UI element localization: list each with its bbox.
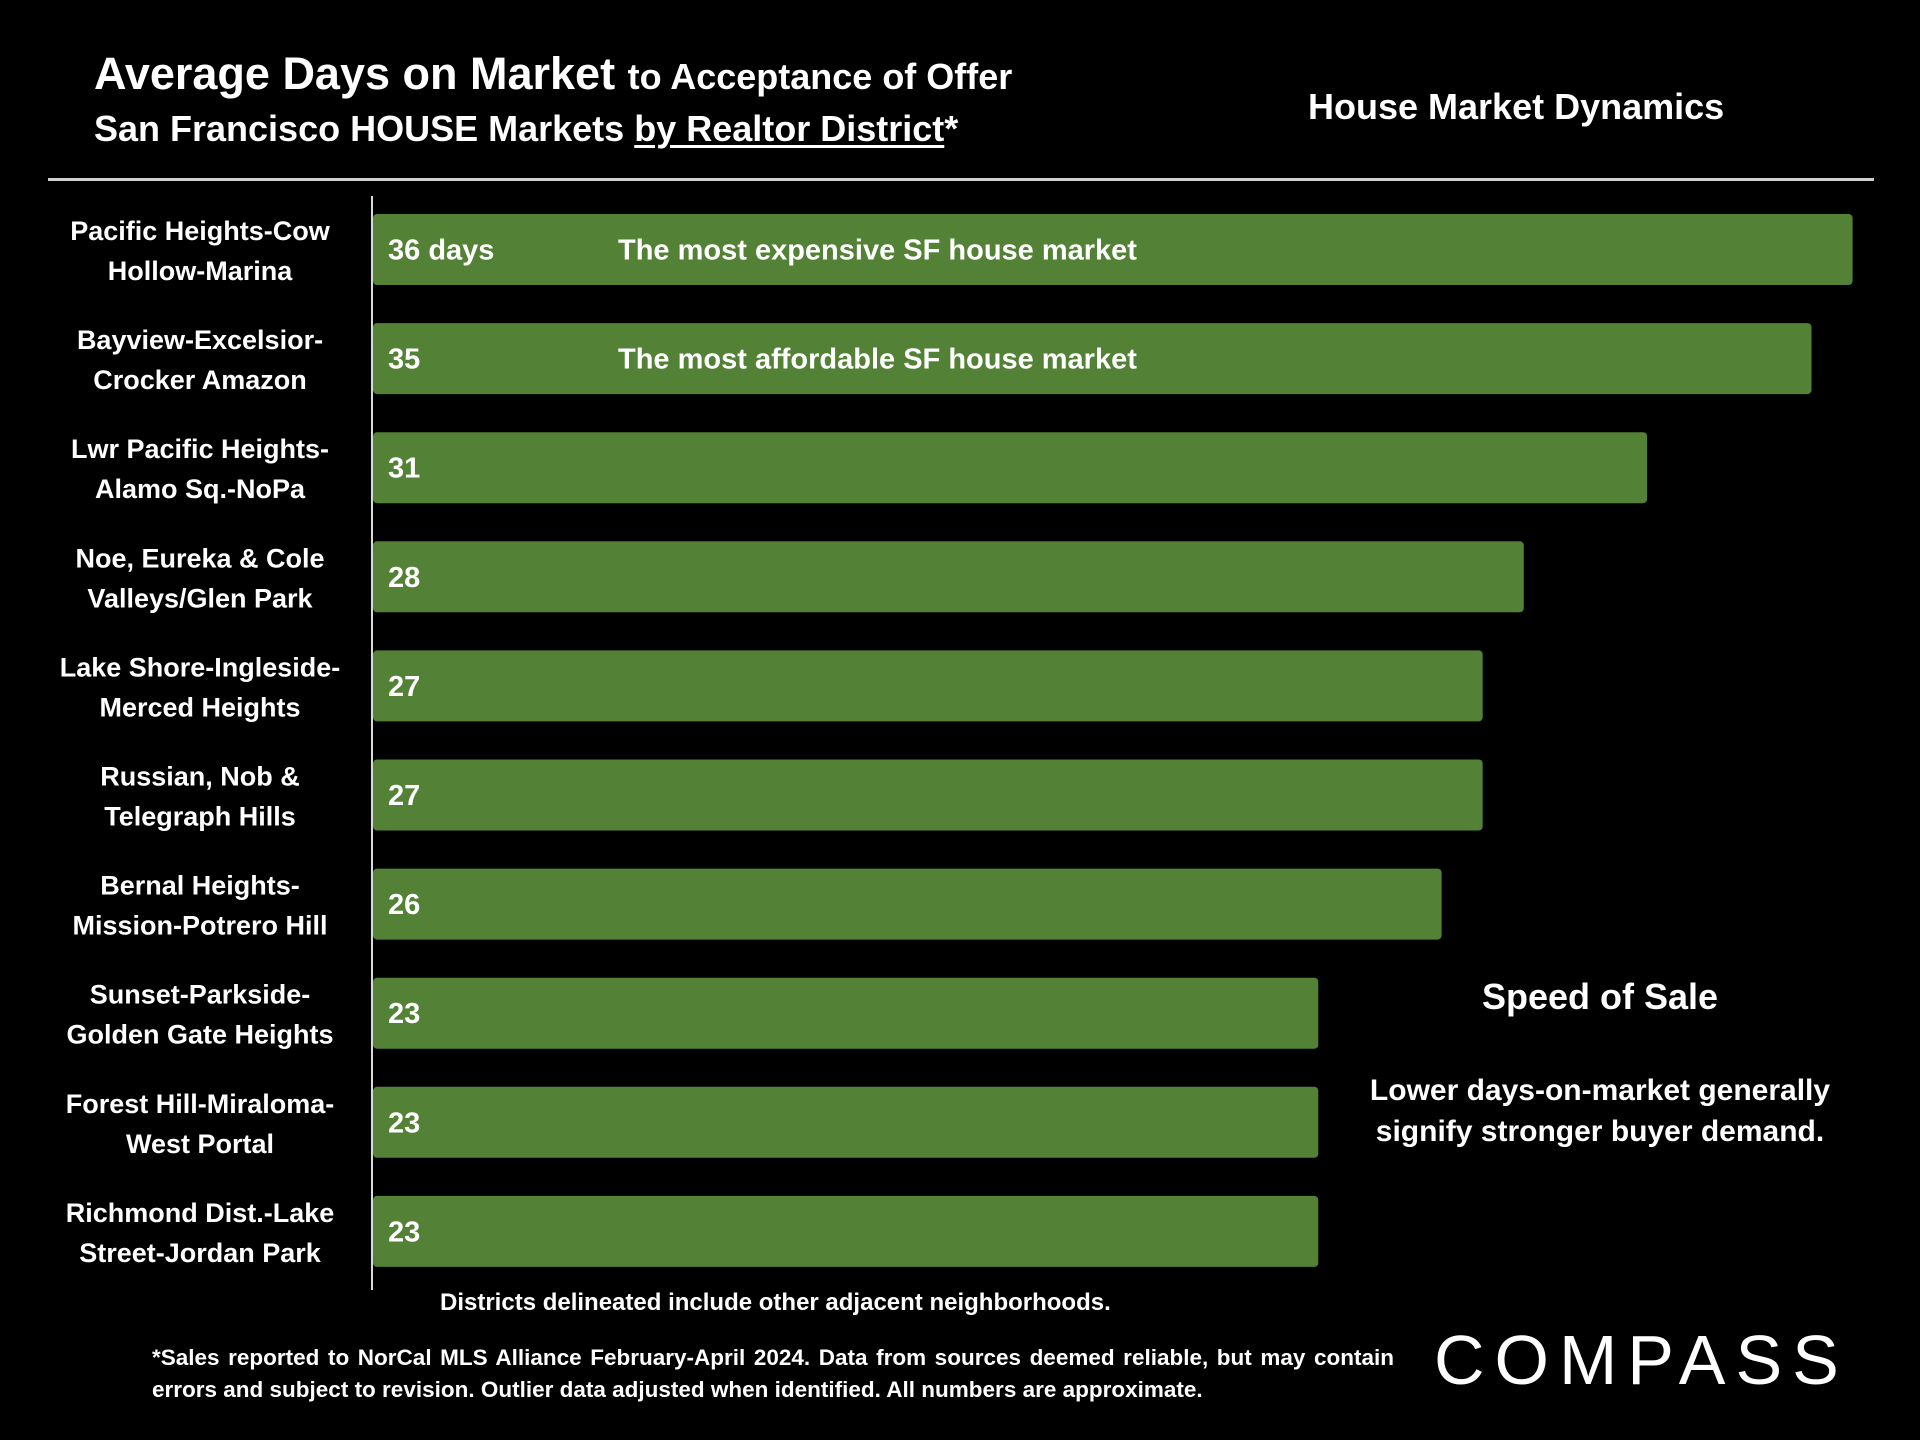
bar-value-label: 23 [388,1107,420,1139]
bar-value-label: 26 [388,889,420,921]
bar [373,1195,1319,1267]
category-label: Bayview-Excelsior-Crocker Amazon [77,325,323,395]
category-label: Lake Shore-Ingleside-Merced Heights [60,652,341,722]
bar [373,759,1483,831]
category-label: Russian, Nob & Telegraph Hills [100,762,300,832]
subtitle-underlined: by Realtor District [634,108,945,149]
category-label: Noe, Eureka & Cole Valleys/Glen Park [75,543,324,613]
header-divider [48,178,1874,181]
speed-of-sale-text: Lower days-on-market generally signify s… [1369,1074,1831,1148]
category-label: Forest Hill-Miraloma-West Portal [66,1089,335,1159]
bar-annotation: The most expensive SF house market [618,235,1137,267]
compass-logo: COMPASS [1434,1321,1849,1399]
category-label: Richmond Dist.-Lake Street-Jordan Park [66,1198,335,1268]
bar-value-label: 28 [388,562,420,594]
subtitle-suffix: * [944,108,959,149]
category-label: Bernal Heights-Mission-Potrero Hill [72,871,327,941]
bar-value-label: 27 [388,780,420,812]
title-main-suffix: to Acceptance of Offer [627,56,1013,97]
bar-annotation: The most affordable SF house market [618,344,1137,376]
footnote: *Sales reported to NorCal MLS Alliance F… [152,1345,1394,1402]
section-label: House Market Dynamics [1308,86,1725,127]
bar-value-label: 36 days [388,235,494,267]
bar [373,323,1812,395]
speed-of-sale-title: Speed of Sale [1481,976,1719,1017]
category-label: Sunset-Parkside-Golden Gate Heights [66,980,333,1050]
bar-value-label: 23 [388,998,420,1030]
bar [373,868,1442,940]
bar-value-label: 31 [388,453,420,485]
chart-title: Average Days on Market to Acceptance of … [94,48,1012,100]
category-label: Pacific Heights-Cow Hollow-Marina [70,216,331,286]
district-note: Districts delineated include other adjac… [440,1289,1111,1316]
bar [373,650,1483,722]
bar [373,1086,1319,1158]
bar-value-label: 27 [388,671,420,703]
bar-value-label: 35 [388,344,420,376]
title-main: Average Days on Market [94,48,616,99]
bar-value-label: 23 [388,1216,420,1248]
bar-chart: 36 days Pacific Heights-Cow Hollow-Marina 3… [60,196,1853,1290]
chart-subtitle: San Francisco HOUSE Markets by Realtor D… [94,108,958,150]
bar [373,214,1853,285]
bar [373,541,1524,613]
bar [373,977,1319,1049]
category-label: Lwr Pacific Heights-Alamo Sq.-NoPa [71,434,329,504]
bar [373,432,1648,504]
subtitle-prefix: San Francisco HOUSE Markets [94,108,625,149]
